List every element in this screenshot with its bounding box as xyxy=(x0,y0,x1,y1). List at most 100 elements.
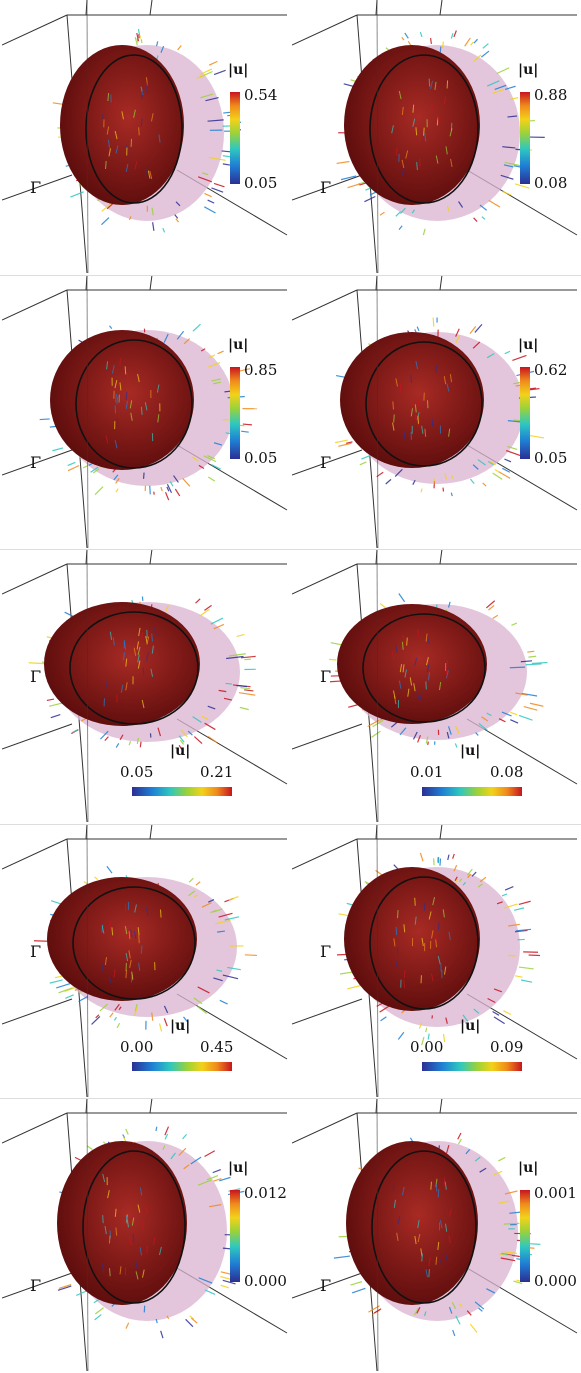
bounding-box-edge xyxy=(439,549,443,565)
bounding-box-edge xyxy=(466,718,578,785)
cut-face-outline xyxy=(72,886,196,1000)
scene-3d-render xyxy=(292,549,578,822)
colorbar-title: |u| xyxy=(228,337,249,353)
scene-3d-render xyxy=(2,549,288,822)
boundary-label: Γ xyxy=(320,1276,332,1295)
bounding-box-edge xyxy=(292,449,363,476)
bounding-box-edge xyxy=(2,838,68,870)
colorbar-min-label: 0.05 xyxy=(120,763,154,781)
body-surface xyxy=(50,330,194,470)
interior-arrows xyxy=(392,360,453,440)
bounding-box-edge xyxy=(2,1272,73,1299)
bounding-box-edge xyxy=(149,0,153,16)
colorbar-max-label: 0.54 xyxy=(244,86,278,104)
colorbar-min-label: 0.05 xyxy=(244,174,278,192)
interior-arrows xyxy=(391,628,449,708)
scene-3d-render xyxy=(292,0,578,273)
bounding-box-edge xyxy=(439,824,443,840)
panel-p9: Γ |u| 0.012 0.000 xyxy=(2,1098,288,1371)
row-separator xyxy=(0,1098,581,1099)
body-surface xyxy=(344,45,480,205)
colorbar-title: |u| xyxy=(518,62,539,78)
bounding-box-edge xyxy=(292,838,358,870)
panel-p3: Γ |u| 0.85 0.05 xyxy=(2,275,288,548)
cut-face-outline xyxy=(362,613,486,723)
colorbar-min-label: 0.000 xyxy=(534,1272,577,1290)
panel-p6: Γ |u| 0.08 0.01 xyxy=(292,549,578,822)
panel-p8: Γ |u| 0.09 0.00 xyxy=(292,824,578,1097)
body-surface xyxy=(340,332,484,468)
panel-p5: Γ |u| 0.21 0.05 xyxy=(2,549,288,822)
colorbar-max-label: 0.21 xyxy=(200,763,234,781)
cut-face-outline xyxy=(69,611,199,725)
scene-3d-render xyxy=(292,1098,578,1371)
bounding-box-edge xyxy=(149,1098,153,1114)
cut-face-outline xyxy=(82,1150,186,1304)
body-surface xyxy=(60,45,184,205)
colorbar-min-label: 0.00 xyxy=(410,1038,444,1056)
bounding-box-edge xyxy=(2,723,73,750)
colorbar-min-label: 0.000 xyxy=(244,1272,287,1290)
bounding-box-edge xyxy=(439,275,443,291)
body-surface xyxy=(44,602,200,726)
body-surface xyxy=(344,867,480,1011)
bounding-box-edge xyxy=(292,998,363,1025)
cut-face-outline xyxy=(85,54,183,204)
cut-face-outline xyxy=(371,1150,477,1304)
axis-line xyxy=(376,549,379,822)
bounding-box-edge xyxy=(292,289,358,321)
scene-3d-render xyxy=(292,275,578,548)
bounding-box-edge xyxy=(149,824,153,840)
axis-line xyxy=(376,275,379,548)
axis-line xyxy=(86,1098,89,1371)
scene-3d-render xyxy=(2,824,288,1097)
colorbar xyxy=(520,1190,530,1282)
colorbar xyxy=(422,1062,522,1071)
axis-line xyxy=(376,1098,379,1371)
colorbar-max-label: 0.012 xyxy=(244,1184,287,1202)
bounding-box-edge xyxy=(292,563,358,595)
axis-line xyxy=(376,0,379,273)
colorbar-title: |u| xyxy=(228,62,249,78)
bounding-box-edge xyxy=(292,1272,363,1299)
bounding-box-edge xyxy=(149,549,153,565)
cut-face-outline xyxy=(75,339,193,469)
colorbar-min-label: 0.05 xyxy=(244,449,278,467)
colorbar-max-label: 0.45 xyxy=(200,1038,234,1056)
boundary-label: Γ xyxy=(30,1276,42,1295)
boundary-label: Γ xyxy=(30,942,42,961)
colorbar-title: |u| xyxy=(170,1018,191,1034)
body-surface xyxy=(57,1141,187,1305)
bounding-box-edge xyxy=(2,998,73,1025)
colorbar-title: |u| xyxy=(518,1160,539,1176)
colorbar-max-label: 0.001 xyxy=(534,1184,577,1202)
axis-line xyxy=(86,275,89,548)
colorbar-min-label: 0.01 xyxy=(410,763,444,781)
boundary-label: Γ xyxy=(320,178,332,197)
scene-3d-render xyxy=(2,1098,288,1371)
bounding-box-edge xyxy=(292,14,358,46)
bounding-box-edge xyxy=(2,449,73,476)
bounding-box-edge xyxy=(2,1112,68,1144)
colorbar xyxy=(132,1062,232,1071)
boundary-label: Γ xyxy=(320,942,332,961)
row-separator xyxy=(0,549,581,550)
interior-arrows xyxy=(392,1177,452,1278)
bounding-box-edge xyxy=(292,1112,358,1144)
axis-line xyxy=(86,824,89,1097)
panel-p2: Γ |u| 0.88 0.08 xyxy=(292,0,578,273)
scene-3d-render xyxy=(2,0,288,273)
colorbar-title: |u| xyxy=(228,1160,249,1176)
scene-3d-render xyxy=(2,275,288,548)
boundary-label: Γ xyxy=(30,453,42,472)
interior-arrows xyxy=(391,78,453,177)
row-separator xyxy=(0,275,581,276)
colorbar-max-label: 0.88 xyxy=(534,86,568,104)
colorbar xyxy=(230,92,240,184)
interior-arrows xyxy=(101,901,162,984)
colorbar-max-label: 0.85 xyxy=(244,361,278,379)
bounding-box-edge xyxy=(149,275,153,291)
boundary-label: Γ xyxy=(320,453,332,472)
colorbar-min-label: 0.00 xyxy=(120,1038,154,1056)
